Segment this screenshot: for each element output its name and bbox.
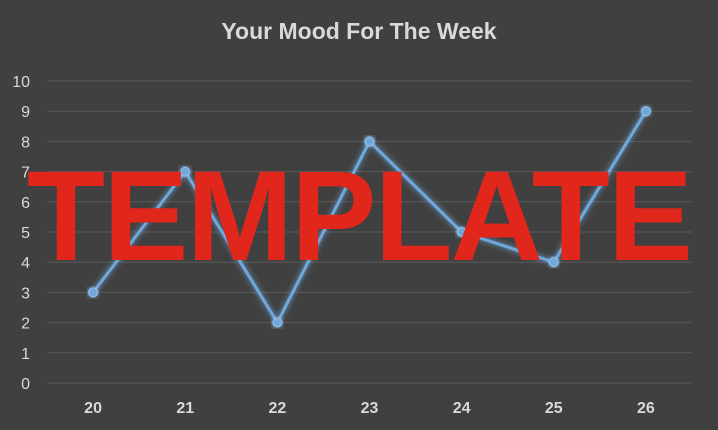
data-point [88, 287, 99, 298]
x-tick-label: 22 [268, 400, 286, 417]
x-tick-label: 21 [176, 400, 194, 417]
data-point [640, 106, 651, 117]
data-point [548, 257, 559, 268]
y-tick-label: 4 [21, 255, 30, 272]
data-point [180, 166, 191, 177]
y-tick-label: 3 [21, 285, 30, 302]
x-tick-label: 20 [84, 400, 102, 417]
y-tick-label: 2 [21, 316, 30, 333]
chart-title: Your Mood For The Week [221, 18, 497, 44]
x-tick-label: 24 [453, 400, 471, 417]
y-tick-label: 0 [21, 376, 30, 393]
y-tick-label: 9 [21, 104, 30, 121]
y-tick-label: 6 [21, 195, 30, 212]
y-tick-label: 5 [21, 225, 30, 242]
y-tick-label: 7 [21, 165, 30, 182]
data-point [456, 227, 467, 237]
data-point [272, 317, 283, 328]
y-tick-label: 8 [21, 134, 30, 151]
y-tick-label: 1 [21, 346, 30, 363]
data-point [364, 136, 375, 147]
x-tick-label: 26 [637, 400, 655, 417]
x-tick-label: 23 [361, 400, 379, 417]
y-tick-label: 10 [12, 74, 30, 91]
x-tick-label: 25 [545, 400, 563, 417]
